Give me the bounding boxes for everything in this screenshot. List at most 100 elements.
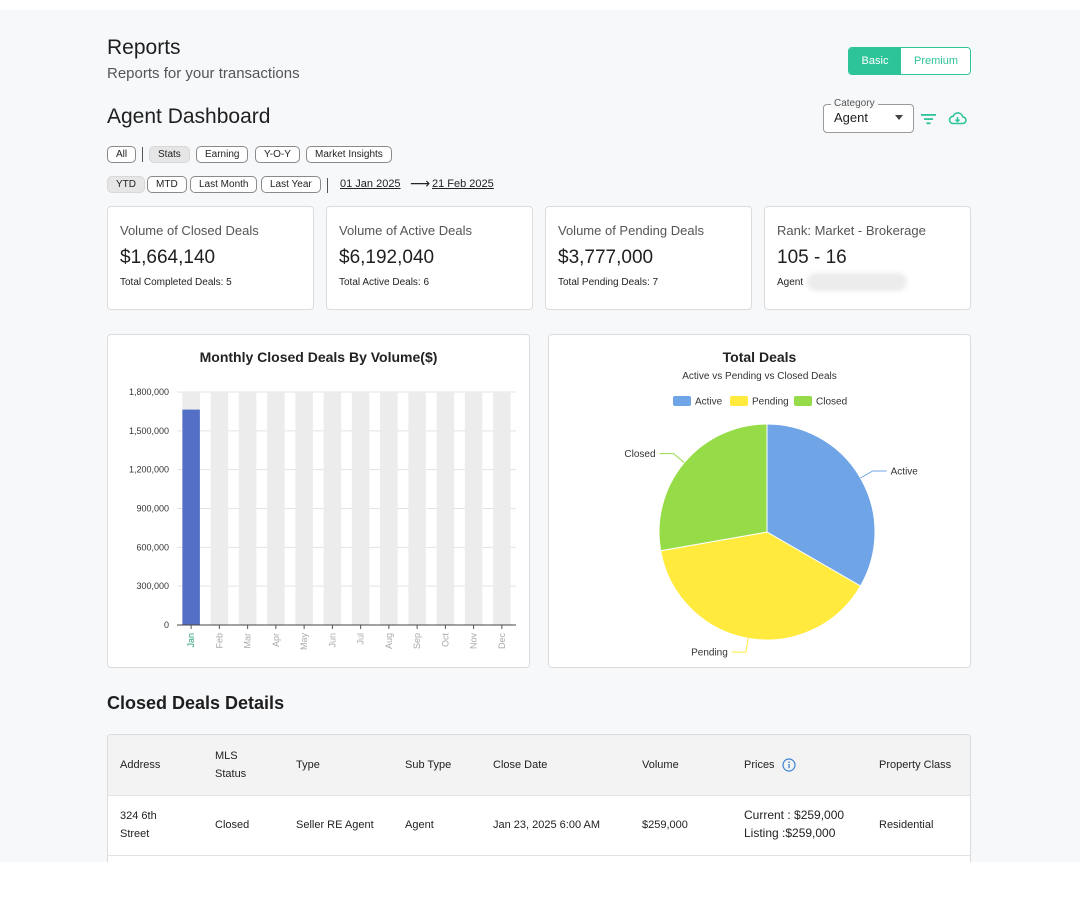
- table-row[interactable]: 324 6th Street Closed Seller RE Agent Ag…: [108, 796, 970, 856]
- bar-background: [436, 392, 455, 625]
- closed-deals-title: Closed Deals Details: [107, 693, 285, 713]
- card-value: 105 - 16: [777, 247, 847, 268]
- cell-volume: $259,000: [642, 819, 688, 831]
- cloud-download-icon[interactable]: [948, 110, 967, 127]
- dashboard-title: Agent Dashboard: [107, 105, 271, 128]
- pie-slice: [660, 531, 862, 641]
- chip-mtd[interactable]: MTD: [147, 176, 187, 193]
- bar-background: [323, 392, 342, 625]
- col-property-class: Property Class: [879, 759, 952, 771]
- filter-icon[interactable]: [920, 111, 937, 127]
- x-tick-label: May: [299, 633, 309, 651]
- pie-slice-label: Pending: [691, 648, 728, 659]
- premium-plan-button[interactable]: Premium: [901, 48, 970, 74]
- bar: [182, 409, 200, 625]
- legend-swatch: [794, 396, 812, 406]
- card-subtext: Total Pending Deals: 7: [558, 277, 659, 288]
- card-value: $1,664,140: [120, 247, 216, 268]
- legend-swatch: [673, 396, 691, 406]
- category-label: Category: [831, 98, 878, 109]
- cell-price-current: Current : $259,000: [744, 808, 845, 822]
- col-mls-status: MLS Status: [215, 750, 247, 780]
- legend-swatch: [730, 396, 748, 406]
- y-tick-label: 600,000: [136, 542, 169, 552]
- y-tick-label: 900,000: [136, 504, 169, 514]
- col-sub-type: Sub Type: [405, 759, 452, 771]
- card-label: Rank: Market - Brokerage: [777, 223, 926, 238]
- chip-stats[interactable]: Stats: [149, 146, 190, 163]
- bar-background: [408, 392, 426, 625]
- pie-slice: [766, 423, 876, 587]
- cell-property-class: Residential: [879, 819, 934, 831]
- total-deals-chart-panel: Total Deals Active vs Pending vs Closed …: [548, 334, 971, 668]
- y-tick-label: 1,800,000: [129, 387, 169, 397]
- card-subtext: Total Completed Deals: 5: [120, 277, 232, 288]
- legend-label: Closed: [816, 397, 847, 408]
- pending-deals-card: Volume of Pending Deals $3,777,000 Total…: [545, 206, 752, 310]
- card-label: Volume of Active Deals: [339, 223, 472, 238]
- bar-background: [238, 392, 257, 625]
- info-icon[interactable]: [782, 758, 796, 772]
- card-subtext: Total Active Deals: 6: [339, 277, 430, 288]
- x-tick-label: Jul: [356, 633, 366, 645]
- col-address: Address: [120, 759, 161, 771]
- active-deals-card: Volume of Active Deals $6,192,040 Total …: [326, 206, 533, 310]
- chevron-down-icon: [895, 115, 903, 120]
- pie-slice-label: Active: [891, 467, 919, 478]
- page-subtitle: Reports for your transactions: [107, 65, 300, 82]
- y-tick-label: 300,000: [136, 581, 169, 591]
- pie-chart: Active Pending Closed Active Pending Closed: [624, 396, 919, 659]
- chip-earning[interactable]: Earning: [196, 146, 249, 163]
- cell-price-listing: Listing :$259,000: [744, 826, 836, 840]
- rank-card: Rank: Market - Brokerage 105 - 16 Agent: [764, 206, 971, 310]
- x-tick-label: Jun: [327, 633, 337, 648]
- card-label: Volume of Closed Deals: [120, 223, 259, 238]
- x-tick-label: Feb: [214, 633, 224, 649]
- cell-close-date: Jan 23, 2025 6:00 AM: [493, 819, 601, 831]
- legend-label: Pending: [752, 397, 789, 408]
- x-tick-label: Nov: [469, 633, 479, 650]
- bar-chart-title: Monthly Closed Deals By Volume($): [199, 349, 438, 365]
- pie-chart-subtitle: Active vs Pending vs Closed Deals: [682, 371, 837, 382]
- bar-background: [210, 392, 229, 625]
- x-tick-label: Sep: [412, 633, 422, 649]
- x-tick-label: Oct: [440, 633, 450, 648]
- chip-last-year[interactable]: Last Year: [261, 176, 321, 193]
- card-value: $6,192,040: [339, 247, 435, 268]
- bar-background: [267, 392, 285, 625]
- plan-toggle: Basic Premium: [848, 47, 971, 75]
- y-tick-label: 0: [164, 620, 169, 630]
- card-label: Volume of Pending Deals: [558, 223, 704, 238]
- chip-all[interactable]: All: [107, 146, 137, 163]
- cell-type: Seller RE Agent: [296, 819, 374, 831]
- col-prices: Prices: [744, 759, 775, 771]
- closed-deals-card: Volume of Closed Deals $1,664,140 Total …: [107, 206, 314, 310]
- bar-background: [493, 392, 511, 625]
- pie-label-line: [659, 453, 685, 463]
- table-header: Address MLS Status Type Sub Type Close D…: [108, 735, 970, 796]
- col-close-date: Close Date: [493, 759, 548, 771]
- chip-last-month[interactable]: Last Month: [190, 176, 258, 193]
- end-date[interactable]: 21 Feb 2025: [432, 178, 494, 190]
- x-tick-label: Apr: [271, 633, 281, 647]
- chip-ytd[interactable]: YTD: [107, 176, 145, 193]
- bar-background: [351, 392, 370, 625]
- chip-yoy[interactable]: Y-O-Y: [255, 146, 300, 163]
- date-divider: [327, 178, 328, 193]
- arrow-right-icon: ⟶: [410, 175, 431, 191]
- card-value: $3,777,000: [558, 247, 654, 268]
- chip-market-insights[interactable]: Market Insights: [306, 146, 392, 163]
- x-tick-label: Mar: [243, 633, 253, 649]
- col-type: Type: [296, 759, 320, 771]
- y-tick-label: 1,200,000: [129, 465, 169, 475]
- cell-address: 324 6th Street: [120, 810, 157, 840]
- legend-label: Active: [695, 397, 723, 408]
- basic-plan-button[interactable]: Basic: [849, 48, 901, 74]
- redacted-agent-name: [807, 273, 907, 291]
- pie-label-line: [860, 470, 887, 479]
- chip-divider: [142, 147, 143, 162]
- pie-slice-label: Closed: [624, 449, 655, 460]
- y-tick-label: 1,500,000: [129, 426, 169, 436]
- bar-background: [295, 392, 313, 625]
- start-date[interactable]: 01 Jan 2025: [340, 178, 401, 190]
